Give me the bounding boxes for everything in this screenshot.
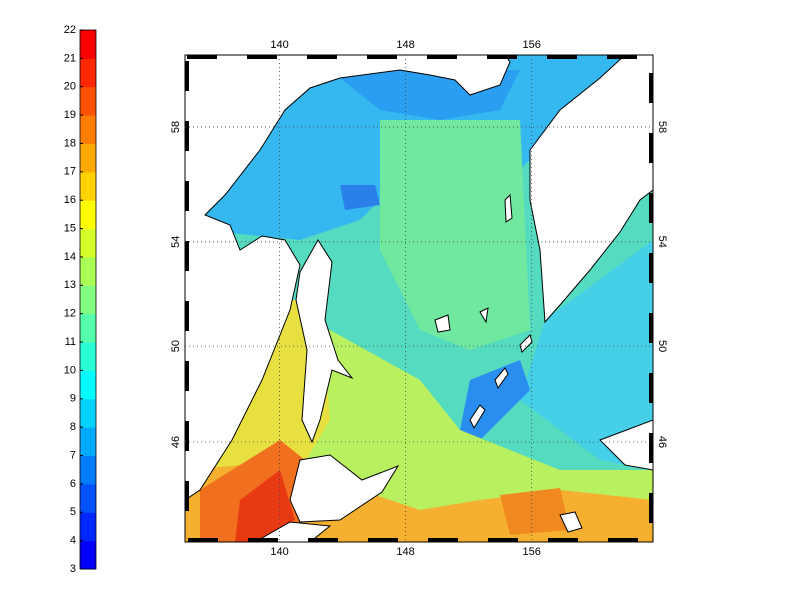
colorbar-segment [80,398,96,428]
colorbar-segment [80,370,96,400]
colorbar-segment [80,115,96,144]
lat-label: 46 [170,436,182,448]
lon-label: 148 [396,546,414,558]
lat-label: 54 [170,236,182,248]
colorbar-segment [80,30,96,59]
colorbar-label: 5 [70,506,76,518]
colorbar-label: 7 [70,449,76,461]
colorbar-segment [80,483,96,513]
colorbar-frame [79,29,97,570]
colorbar-segment [80,342,96,371]
colorbar-segment [80,143,96,173]
lat-label: 46 [656,436,668,448]
lon-label: 148 [396,39,414,51]
colorbar-segment [80,512,96,542]
colorbar-segment [80,200,96,230]
colorbar-segment [80,540,96,570]
lat-label: 54 [656,236,668,248]
colorbar-segment [80,313,96,343]
land [185,55,653,542]
colorbar-segment [80,285,96,315]
colorbar-label: 21 [64,52,76,64]
colorbar-label: 19 [64,109,76,121]
colorbar-label: 22 [64,24,76,36]
colorbar-label: 16 [64,194,76,206]
lat-label: 50 [656,340,668,352]
colorbar-label: 14 [64,251,76,263]
colorbar-label: 17 [64,166,76,178]
colorbar-label: 15 [64,222,76,234]
colorbar-segment [80,455,96,485]
colorbar-label: 11 [65,336,76,348]
colorbar-label: 12 [64,308,76,320]
lon-label: 156 [522,39,540,51]
lat-label: 50 [170,340,182,352]
colorbar-segment [80,58,96,88]
colorbar-label: 20 [64,81,76,93]
colorbar-label: 6 [70,478,76,490]
colorbar-segment [80,171,96,201]
lat-label: 58 [170,121,182,133]
colorbar-segment [80,228,96,258]
colorbar-segment [80,86,96,116]
colorbar-label: 18 [64,137,76,149]
colorbar-label: 13 [64,279,76,291]
colorbar-segment [80,427,96,457]
colorbar-label: 3 [70,563,76,575]
colorbar-segment [80,256,96,286]
map-frame [184,54,654,543]
lon-label: 140 [270,39,288,51]
colorbar-label: 10 [64,364,76,376]
colorbar-label: 4 [70,535,76,547]
lon-label: 156 [522,546,540,558]
colorbar-label: 8 [70,421,76,433]
colorbar-label: 9 [70,393,76,405]
lon-label: 140 [270,546,288,558]
lat-label: 58 [656,121,668,133]
